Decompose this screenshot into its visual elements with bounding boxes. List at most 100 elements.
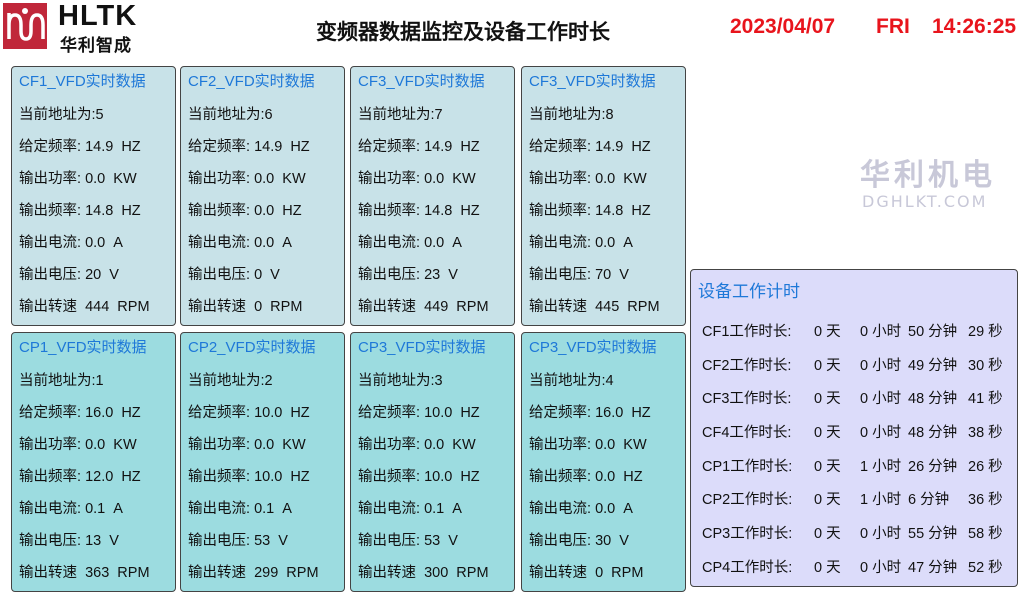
out-voltage-row: 输出电压: 30 V xyxy=(529,525,685,557)
out-speed-value: 444 RPM xyxy=(85,299,150,315)
out-voltage-label: 输出电压: xyxy=(358,267,421,283)
address-row: 当前地址为:5 xyxy=(19,99,175,131)
out-current-row: 输出电流: 0.1 A xyxy=(358,493,514,525)
logo-icon xyxy=(3,3,47,49)
out-speed-value: 363 RPM xyxy=(85,565,150,581)
timer-label: CF1工作时长: xyxy=(702,324,792,340)
out-power-value: 0.0 KW xyxy=(424,171,476,187)
vfd-panel: CF1_VFD实时数据 当前地址为:5 给定频率: 14.9 HZ 输出功率: 0.0… xyxy=(11,66,176,326)
out-freq-value: 14.8 HZ xyxy=(595,203,651,219)
out-power-row: 输出功率: 0.0 KW xyxy=(188,429,344,461)
timer-hours: 0 小时 xyxy=(860,526,902,543)
out-freq-label: 输出频率: xyxy=(358,203,421,219)
out-speed-label: 输出转速 xyxy=(188,565,246,581)
out-freq-label: 输出频率: xyxy=(188,203,251,219)
address-value: 6 xyxy=(264,107,273,123)
work-timer-panel: 设备工作计时 CF1工作时长: 0 天 0 小时 50 分钟 29 秒 CF2工作时长: 0… xyxy=(690,269,1018,587)
address-label: 当前地址为: xyxy=(529,373,606,389)
address-label: 当前地址为: xyxy=(188,373,265,389)
out-voltage-label: 输出电压: xyxy=(19,267,82,283)
timer-days: 0 天 xyxy=(814,425,841,442)
set-freq-row: 给定频率: 16.0 HZ xyxy=(529,397,685,429)
set-freq-row: 给定频率: 14.9 HZ xyxy=(529,131,685,163)
out-speed-value: 445 RPM xyxy=(595,299,660,315)
out-voltage-value: 13 V xyxy=(85,533,119,549)
address-row: 当前地址为:4 xyxy=(529,365,685,397)
out-speed-row: 输出转速 0 RPM xyxy=(529,557,685,589)
timer-row: CP4工作时长: 0 天 0 小时 47 分钟 52 秒 xyxy=(698,552,1017,586)
out-voltage-row: 输出电压: 70 V xyxy=(529,259,685,291)
address-value: 8 xyxy=(605,107,614,123)
address-value: 2 xyxy=(264,373,273,389)
vfd-panel: CF3_VFD实时数据 当前地址为:7 给定频率: 14.9 HZ 输出功率: 0.0… xyxy=(350,66,515,326)
out-power-value: 0.0 KW xyxy=(85,171,137,187)
set-freq-value: 10.0 HZ xyxy=(424,405,480,421)
out-power-label: 输出功率: xyxy=(529,171,592,187)
out-power-row: 输出功率: 0.0 KW xyxy=(358,429,514,461)
timer-label: CF2工作时长: xyxy=(702,357,792,374)
out-speed-row: 输出转速 449 RPM xyxy=(358,291,514,323)
out-speed-value: 449 RPM xyxy=(424,299,489,315)
set-freq-label: 给定频率: xyxy=(529,405,592,421)
timer-label: CF3工作时长: xyxy=(702,391,792,408)
address-row: 当前地址为:7 xyxy=(358,99,514,131)
out-freq-value: 10.0 HZ xyxy=(424,469,480,485)
set-freq-label: 给定频率: xyxy=(358,139,421,155)
out-freq-row: 输出频率: 0.0 HZ xyxy=(529,461,685,493)
out-current-value: 0.1 A xyxy=(254,501,292,517)
out-voltage-value: 70 V xyxy=(595,267,629,283)
timer-seconds: 29 秒 xyxy=(968,324,1003,340)
out-speed-row: 输出转速 0 RPM xyxy=(188,291,344,323)
address-row: 当前地址为:3 xyxy=(358,365,514,397)
panel-title: CP1_VFD实时数据 xyxy=(19,339,147,356)
address-value: 4 xyxy=(605,373,614,389)
timer-days: 0 天 xyxy=(814,357,841,374)
weekday-display: FRI xyxy=(876,15,910,38)
out-power-value: 0.0 KW xyxy=(254,171,306,187)
out-voltage-label: 输出电压: xyxy=(529,267,592,283)
timer-days: 0 天 xyxy=(814,559,841,576)
out-freq-row: 输出频率: 10.0 HZ xyxy=(188,461,344,493)
out-current-label: 输出电流: xyxy=(529,501,592,517)
out-freq-row: 输出频率: 14.8 HZ xyxy=(358,195,514,227)
watermark-url: DGHLKT.COM xyxy=(862,192,988,211)
timer-seconds: 36 秒 xyxy=(968,492,1003,509)
out-power-value: 0.0 KW xyxy=(595,437,647,453)
out-freq-label: 输出频率: xyxy=(19,203,82,219)
timer-label: CP3工作时长: xyxy=(702,526,793,543)
out-speed-row: 输出转速 363 RPM xyxy=(19,557,175,589)
timer-row: CP2工作时长: 0 天 1 小时 6 分钟 36 秒 xyxy=(698,484,1017,518)
out-speed-label: 输出转速 xyxy=(358,299,416,315)
out-speed-label: 输出转速 xyxy=(529,565,587,581)
out-current-label: 输出电流: xyxy=(358,501,421,517)
timer-seconds: 41 秒 xyxy=(968,391,1003,408)
out-power-label: 输出功率: xyxy=(358,437,421,453)
out-freq-value: 14.8 HZ xyxy=(424,203,480,219)
address-label: 当前地址为: xyxy=(19,107,96,123)
out-current-value: 0.0 A xyxy=(595,501,633,517)
out-voltage-label: 输出电压: xyxy=(188,533,251,549)
out-current-row: 输出电流: 0.1 A xyxy=(188,493,344,525)
out-power-label: 输出功率: xyxy=(529,437,592,453)
timer-seconds: 30 秒 xyxy=(968,357,1003,374)
out-freq-row: 输出频率: 0.0 HZ xyxy=(188,195,344,227)
vfd-panel: CF3_VFD实时数据 当前地址为:8 给定频率: 14.9 HZ 输出功率: 0.0… xyxy=(521,66,686,326)
set-freq-label: 给定频率: xyxy=(529,139,592,155)
address-label: 当前地址为: xyxy=(358,107,435,123)
out-freq-row: 输出频率: 14.8 HZ xyxy=(529,195,685,227)
out-freq-label: 输出频率: xyxy=(529,203,592,219)
out-speed-label: 输出转速 xyxy=(19,565,77,581)
set-freq-label: 给定频率: xyxy=(358,405,421,421)
out-voltage-label: 输出电压: xyxy=(19,533,82,549)
out-current-row: 输出电流: 0.0 A xyxy=(19,227,175,259)
timer-hours: 1 小时 xyxy=(860,492,902,509)
out-power-label: 输出功率: xyxy=(19,171,82,187)
out-current-label: 输出电流: xyxy=(19,501,82,517)
address-row: 当前地址为:8 xyxy=(529,99,685,131)
out-freq-value: 0.0 HZ xyxy=(254,203,302,219)
panel-title: CF2_VFD实时数据 xyxy=(188,73,315,90)
timer-minutes: 49 分钟 xyxy=(908,357,958,374)
out-speed-value: 300 RPM xyxy=(424,565,489,581)
address-label: 当前地址为: xyxy=(188,107,265,123)
out-speed-row: 输出转速 444 RPM xyxy=(19,291,175,323)
